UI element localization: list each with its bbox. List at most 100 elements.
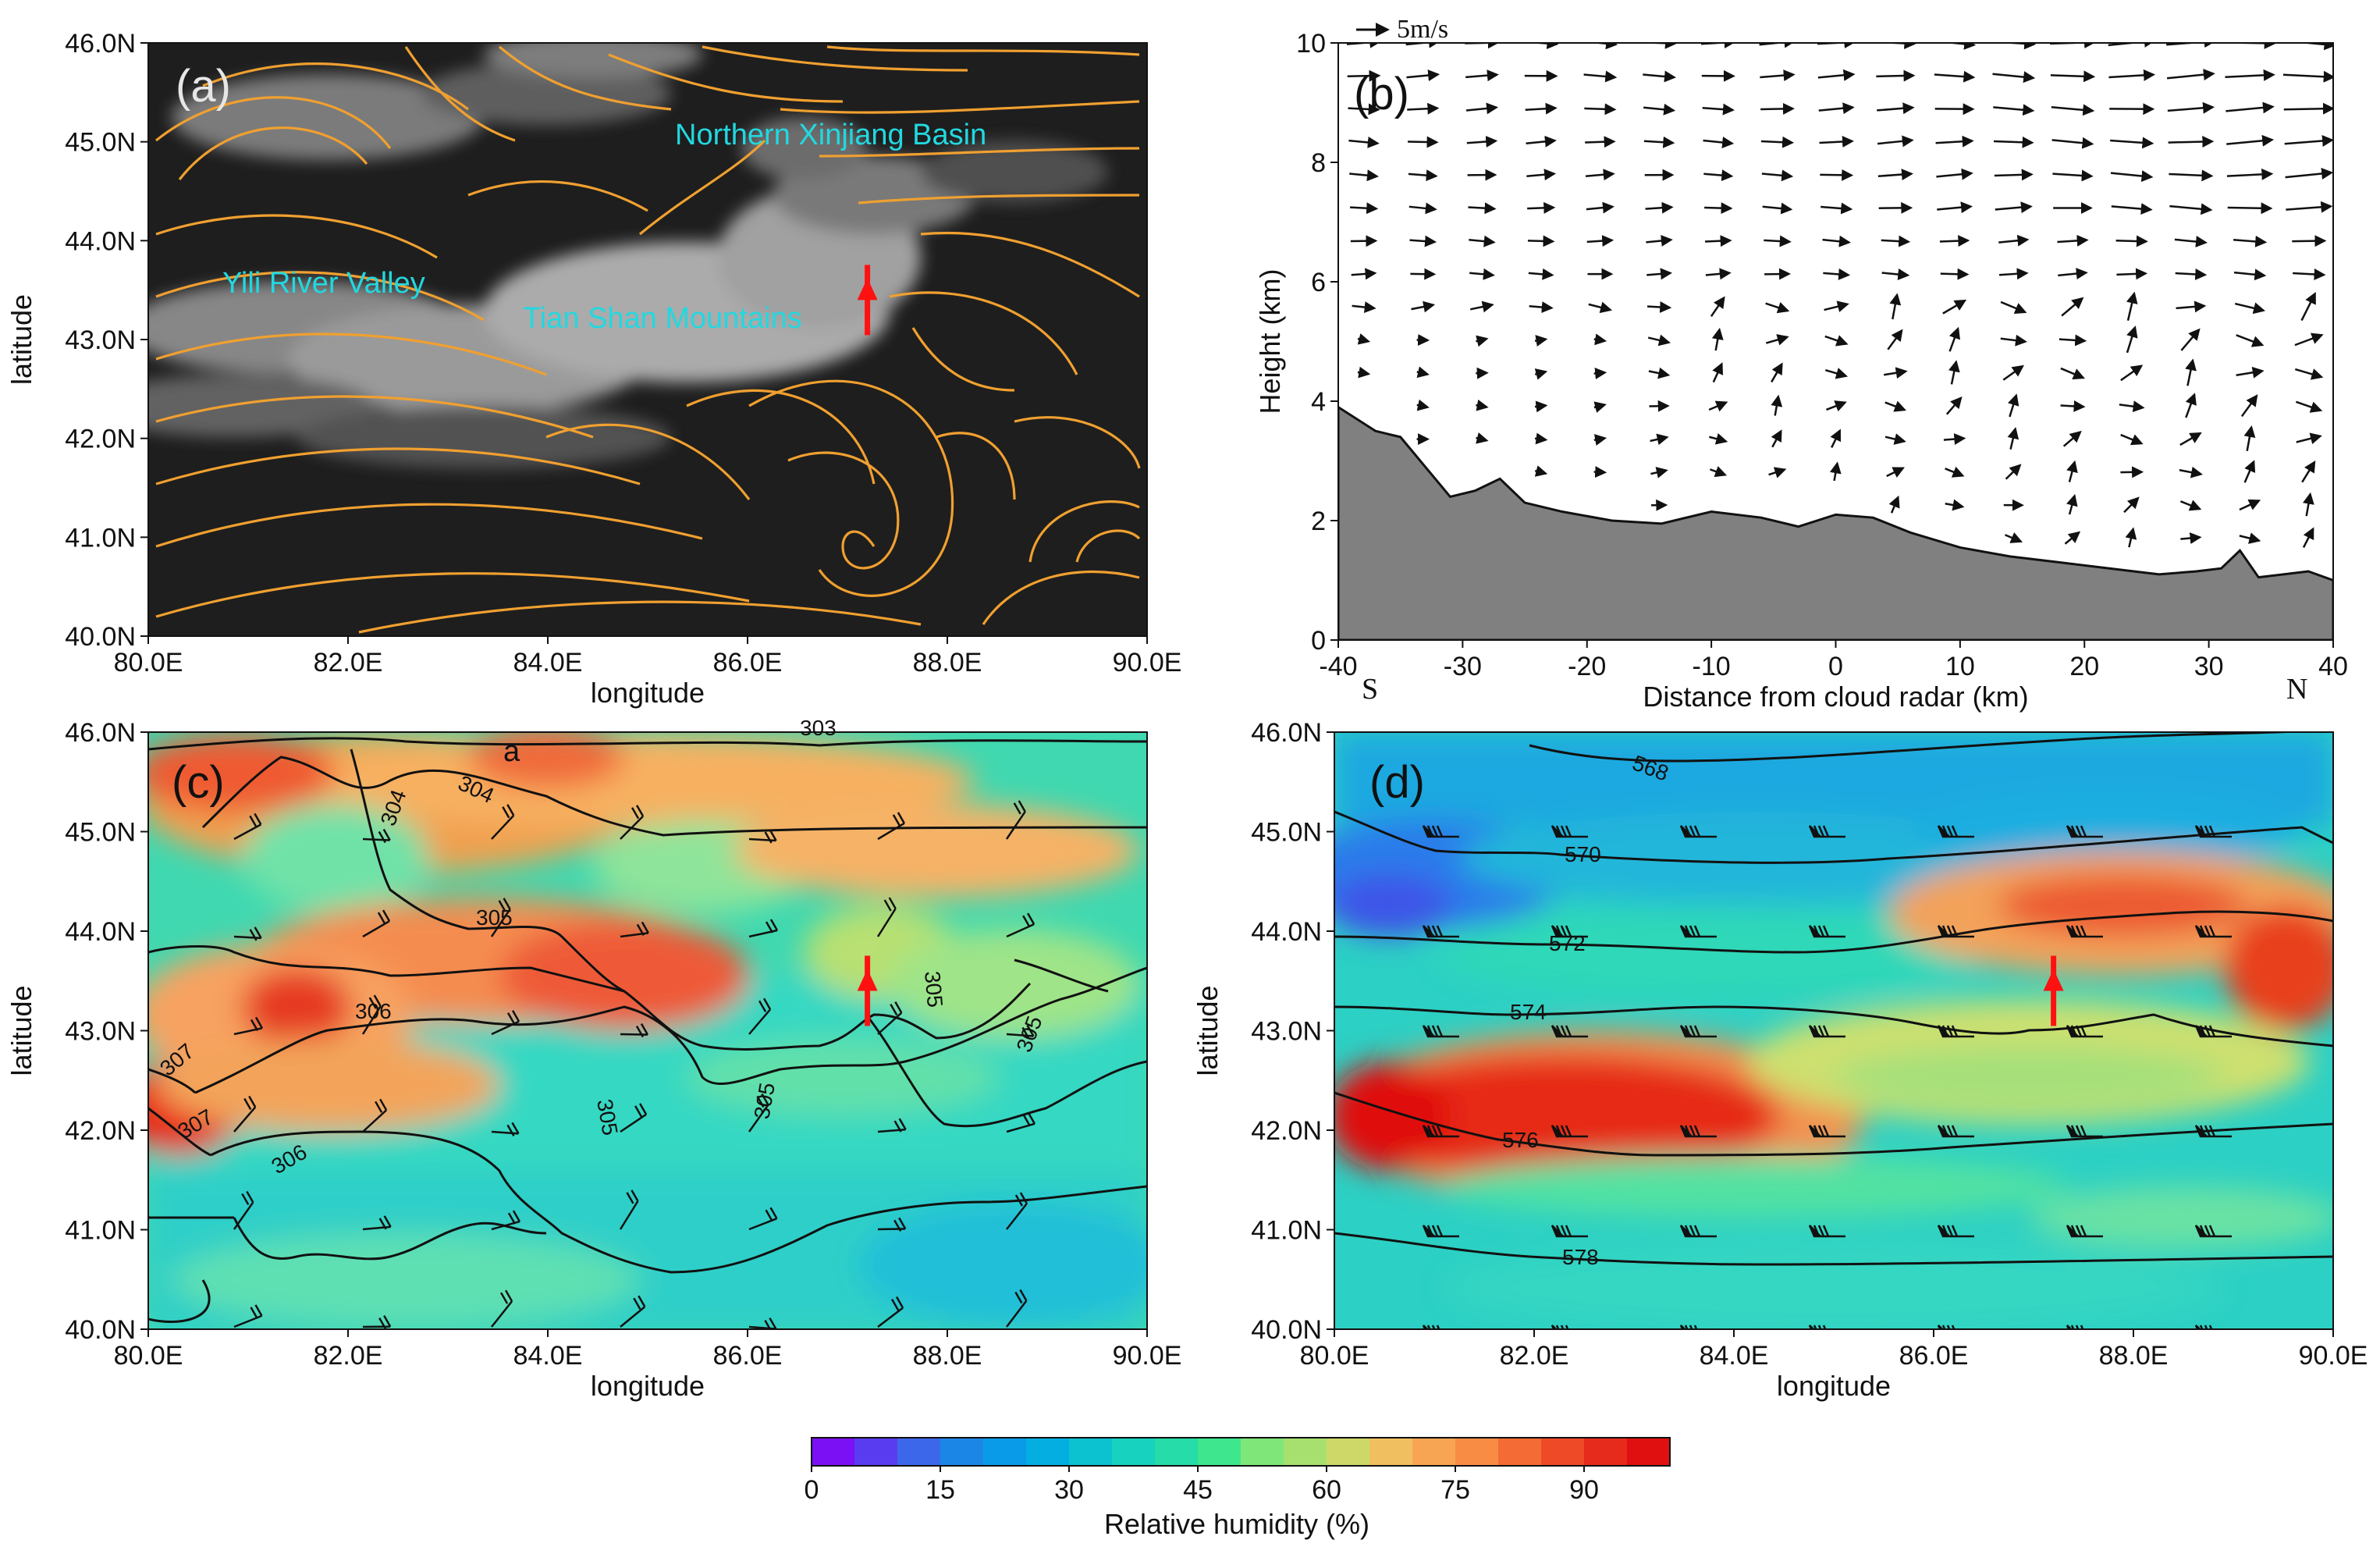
- wind-barb: [2066, 825, 2103, 838]
- radar-marker-head: [857, 969, 878, 991]
- wind-vector: [1942, 299, 1967, 315]
- wind-barb: [748, 919, 779, 938]
- wind-barb: [491, 1289, 513, 1328]
- wind-vector: [1469, 235, 1496, 247]
- wind-vector: [1710, 466, 1728, 478]
- y-tick-label: 0: [1311, 626, 1326, 656]
- wind-vector: [1703, 169, 1734, 182]
- wind-vector: [1416, 399, 1430, 411]
- contour-label: 303: [800, 716, 837, 740]
- radar-marker-head: [2043, 969, 2064, 991]
- wind-vector: [1647, 334, 1671, 347]
- wind-vector: [2282, 70, 2333, 83]
- wind-vector: [2167, 101, 2215, 114]
- wind-vector: [1761, 169, 1794, 182]
- colorbar-cell: [1541, 1438, 1585, 1466]
- wind-barb: [1679, 1225, 1717, 1238]
- wind-vector: [1992, 71, 2036, 84]
- wind-barb: [1006, 912, 1035, 938]
- wind-vector: [2126, 325, 2138, 354]
- x-tick-label: 86.0E: [713, 648, 783, 677]
- wind-vector: [1877, 102, 1915, 115]
- wind-vector: [2303, 492, 2314, 517]
- wind-vector: [1824, 368, 1849, 379]
- y-tick-label: 8: [1311, 148, 1326, 178]
- wind-vector: [1466, 135, 1498, 148]
- y-tick-label: 40.0N: [65, 622, 136, 652]
- y-tick-label: 10: [1296, 29, 1326, 59]
- wind-vector: [1588, 301, 1613, 314]
- wind-vector: [1997, 43, 2037, 50]
- colorbar-tick-label: 60: [1312, 1475, 1341, 1505]
- wind-barb: [1679, 1025, 1717, 1038]
- wind-vector: [1534, 465, 1548, 477]
- x-tick-label: -30: [1444, 652, 1482, 681]
- panel-b-south-label: S: [1362, 673, 1378, 706]
- wind-vector: [2166, 43, 2216, 48]
- wind-vector: [2240, 394, 2258, 418]
- wind-vector: [1830, 429, 1842, 448]
- wind-barb: [362, 909, 391, 938]
- wind-vector: [1476, 335, 1489, 347]
- wind-vector: [1762, 202, 1793, 215]
- x-tick-label: 86.0E: [713, 1341, 783, 1371]
- wind-vector: [1586, 201, 1614, 214]
- panel-b-terrain: [1338, 405, 2333, 640]
- wind-vector: [1529, 301, 1554, 314]
- wind-barb: [491, 1210, 521, 1231]
- wind-barb: [491, 1010, 520, 1036]
- wind-vector: [1948, 326, 1960, 352]
- wind-barb: [748, 829, 777, 844]
- wind-vector: [2051, 104, 2095, 116]
- y-tick-label: 45.0N: [65, 818, 136, 848]
- x-tick-label: 40: [2318, 652, 2348, 681]
- wind-vector: [1645, 201, 1674, 214]
- wind-vector: [1821, 202, 1853, 215]
- wind-barb: [1422, 825, 1459, 838]
- wind-barb: [1937, 1125, 1974, 1138]
- wind-vector: [2293, 268, 2326, 280]
- y-tick-label: 41.0N: [65, 1216, 136, 1246]
- wind-vector: [1406, 69, 1440, 82]
- wind-vector: [1711, 327, 1724, 351]
- wind-vector: [2000, 334, 2027, 347]
- panel-d-height-contours: [1334, 732, 2333, 1266]
- wind-vector: [1939, 235, 1970, 247]
- wind-vector: [1760, 136, 1795, 148]
- wind-vector: [1469, 268, 1495, 280]
- wind-barb: [2194, 1125, 2232, 1138]
- wind-vector: [1583, 70, 1618, 83]
- x-tick-label: -10: [1693, 652, 1731, 681]
- wind-vector: [1349, 202, 1379, 215]
- wind-vector: [1357, 366, 1371, 379]
- wind-vector: [1407, 102, 1440, 115]
- wind-vector: [2108, 69, 2156, 81]
- wind-barb: [2194, 825, 2232, 838]
- colorbar-tick-label: 0: [805, 1475, 819, 1505]
- wind-vector: [2115, 235, 2148, 247]
- y-tick-label: 42.0N: [65, 1116, 136, 1146]
- panel-a-label: (a): [176, 61, 231, 112]
- x-axis-label: Distance from cloud radar (km): [1643, 681, 2028, 713]
- wind-vector: [1476, 367, 1489, 379]
- wind-vector: [2285, 168, 2333, 180]
- x-tick-label: 82.0E: [1500, 1341, 1569, 1371]
- wind-vector: [1998, 234, 2030, 247]
- wind-vector: [1998, 268, 2029, 280]
- wind-vector: [2243, 425, 2256, 451]
- wind-barb: [362, 1215, 392, 1231]
- wind-barb: [877, 1118, 907, 1133]
- colorbar-cell: [983, 1438, 1027, 1466]
- wind-vector: [1881, 268, 1910, 280]
- wind-vector: [2286, 201, 2333, 213]
- wind-vector: [1349, 169, 1379, 182]
- y-axis-label: latitude: [5, 294, 37, 385]
- wind-vector: [1995, 201, 2033, 214]
- wind-vector: [1937, 201, 1973, 214]
- y-tick-label: 42.0N: [65, 425, 136, 454]
- wind-barb: [1551, 1025, 1588, 1038]
- wind-vector: [1824, 300, 1849, 312]
- wind-vector: [2301, 460, 2316, 483]
- wind-barb: [1551, 1125, 1588, 1138]
